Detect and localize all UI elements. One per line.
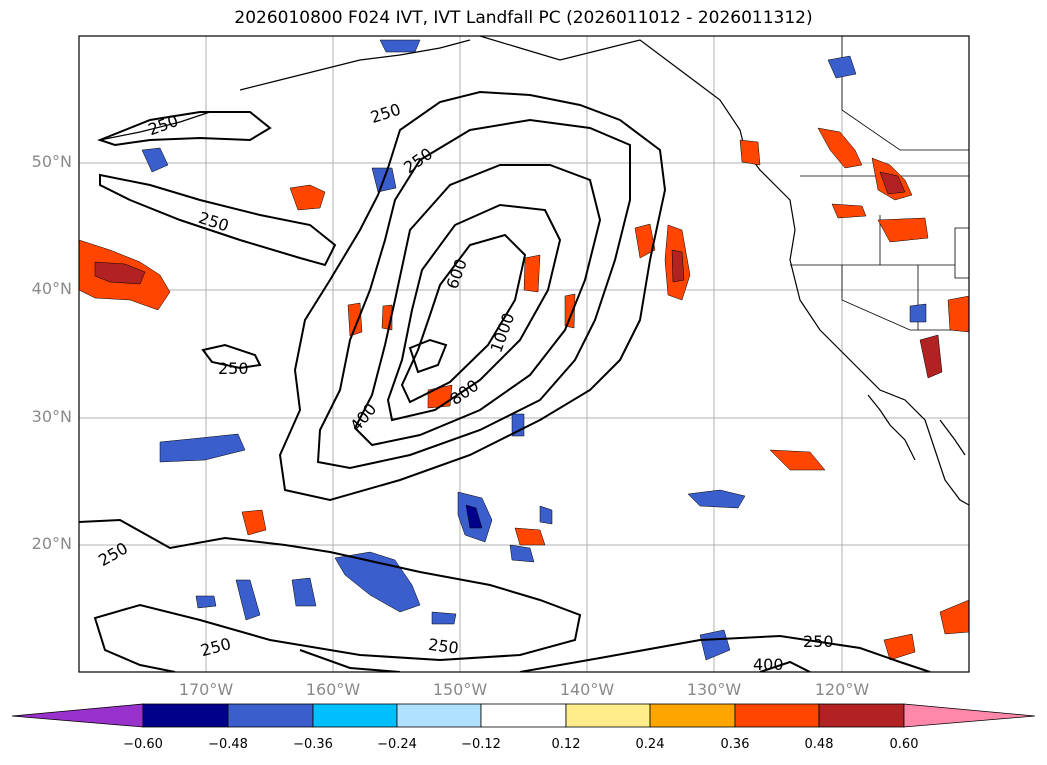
ivt-contours: [79, 90, 931, 672]
colorbar-extend-high: [903, 703, 1036, 728]
lat-label: 20°N: [31, 534, 72, 553]
contour-label: 250: [95, 538, 131, 570]
colorbar-segment: [142, 703, 229, 728]
lon-label: 160°W: [305, 680, 361, 699]
political-borders: [790, 36, 969, 331]
contour-label: 250: [199, 634, 233, 660]
colorbar-segment: [565, 703, 651, 728]
contour-label: 400: [753, 655, 784, 674]
colorbar-segment: [649, 703, 736, 728]
colorbar-segment: [312, 703, 398, 728]
contour-label: 250: [218, 359, 249, 378]
positive-anomaly-patches: [79, 127, 969, 661]
colorbar-tick: −0.60: [123, 737, 163, 752]
colorbar-tick: −0.48: [208, 737, 248, 752]
contour-label: 600: [443, 256, 471, 291]
contour-label: 1000: [487, 310, 519, 355]
colorbar-tick: −0.12: [461, 737, 501, 752]
lon-label: 170°W: [178, 680, 234, 699]
colorbar-tick: 0.24: [635, 737, 665, 752]
colorbar: [11, 703, 1036, 728]
contour-label: 250: [803, 632, 834, 651]
lon-label: 150°W: [432, 680, 488, 699]
colorbar-segment: [818, 703, 905, 728]
lat-label: 30°N: [31, 407, 72, 426]
colorbar-segment: [480, 703, 567, 728]
colorbar-tick: 0.12: [551, 737, 581, 752]
negative-anomaly-patches: [141, 39, 927, 661]
colorbar-extend-low: [11, 703, 144, 728]
contour-label: 250: [400, 144, 436, 177]
contour-label: 250: [146, 111, 181, 139]
map-frame: [78, 35, 970, 673]
colorbar-tick: 0.48: [804, 737, 834, 752]
coastlines: [99, 36, 969, 506]
colorbar-segment: [734, 703, 820, 728]
lat-label: 40°N: [31, 279, 72, 298]
colorbar-segment: [227, 703, 314, 728]
lon-label: 130°W: [686, 680, 742, 699]
contour-label: 250: [196, 208, 231, 236]
lon-label: 120°W: [814, 680, 870, 699]
colorbar-segment: [396, 703, 482, 728]
colorbar-tick: −0.24: [377, 737, 417, 752]
colorbar-tick: 0.36: [720, 737, 750, 752]
contour-label: 250: [427, 635, 460, 658]
colorbar-tick: 0.60: [889, 737, 919, 752]
colorbar-tick: −0.36: [293, 737, 333, 752]
map-title: 2026010800 F024 IVT, IVT Landfall PC (20…: [234, 8, 813, 28]
lat-label: 50°N: [31, 152, 72, 171]
contour-label: 250: [368, 100, 403, 128]
contour-label: 400: [346, 400, 380, 436]
lon-label: 140°W: [559, 680, 615, 699]
